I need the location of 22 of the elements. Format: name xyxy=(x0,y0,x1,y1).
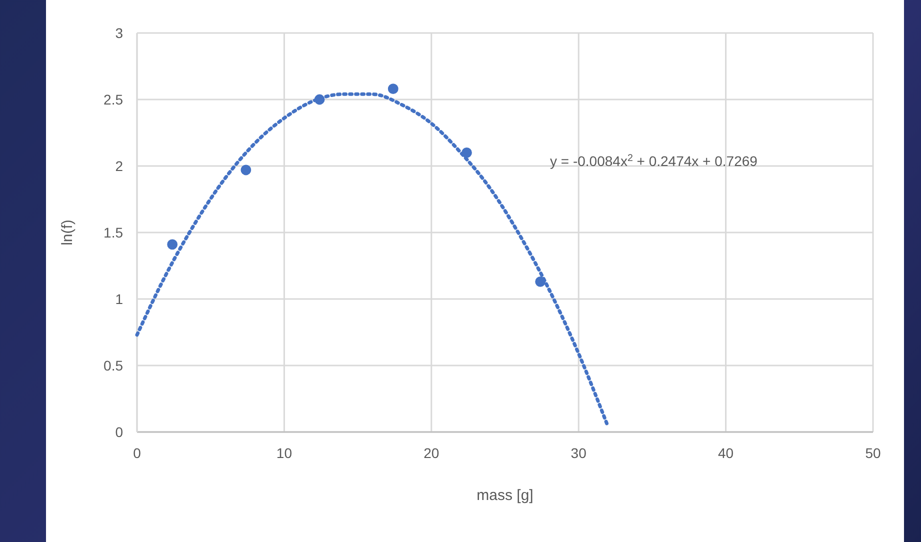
annotation: y = -0.0084x$^{2}$ + 0.2474x + 0.7269 xyxy=(550,152,758,169)
y-tick-label: 0.5 xyxy=(104,357,124,374)
x-tick-label: 10 xyxy=(276,445,292,461)
point xyxy=(462,148,472,158)
y-tick-label: 2.5 xyxy=(104,91,124,108)
x-tick-label: 0 xyxy=(133,445,142,461)
point xyxy=(314,94,325,105)
x-tick-label: 50 xyxy=(865,445,881,461)
y-tick-label: 1 xyxy=(115,290,124,307)
x-tick-label: 30 xyxy=(570,445,587,461)
x-tick-label: 40 xyxy=(718,445,734,461)
x-tick-label: 20 xyxy=(424,445,440,461)
point xyxy=(240,164,252,176)
y-tick-label: 0 xyxy=(115,424,124,440)
point xyxy=(167,239,178,250)
y-tick-label: 1.5 xyxy=(104,224,124,240)
y-axis-title: ln(f) xyxy=(59,220,76,246)
x-axis-title: mass [g] xyxy=(476,487,534,504)
point xyxy=(535,276,546,287)
y-tick-label: 2 xyxy=(115,158,124,174)
y-tick-label: 3 xyxy=(115,24,124,41)
point xyxy=(388,84,398,94)
